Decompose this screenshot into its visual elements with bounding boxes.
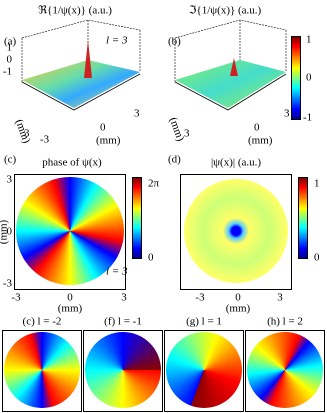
axes-box [174,19,287,82]
axis-label: (mm) [58,303,83,315]
colorbar [132,177,142,259]
axes-box [21,19,141,82]
frame [164,330,244,412]
tick-label: 0 [306,72,312,84]
phase-map [247,332,323,408]
tick-label: -3 [195,292,205,304]
order-label: l = 3 [106,266,128,278]
surface [175,60,286,108]
axis [21,73,141,111]
colorbar [298,177,308,259]
surface-peak [84,40,92,78]
order-label: l = 3 [106,35,128,47]
axis-label: (mm) [96,135,121,147]
phase-map [166,332,242,408]
tick-label: 1 [7,42,13,54]
tick-label: -3 [3,278,13,290]
frame [180,174,292,290]
panel-title: phase of ψ(x) [42,157,102,169]
frame [14,174,126,290]
axis-label: (mm) [0,219,10,244]
amplitude-map [184,179,288,283]
frame [83,330,163,412]
panel-label: (a) [4,36,17,48]
tick-label: 0 [235,292,241,304]
tick-label: -3 [11,292,21,304]
tick-label: 0 [67,292,73,304]
panel-label: (h) l = 2 [267,316,303,328]
surface-peak [230,58,238,76]
tick-label: 3 [277,292,283,304]
axis-label: (mm) [13,118,33,145]
tick-label: 3 [184,128,190,140]
tick-label: 0 [100,122,106,134]
panel-label: (b) [168,36,181,48]
tick-label: 1 [306,34,312,46]
tick-label: 3 [24,128,30,140]
tick-label: 3 [121,292,127,304]
tick-label: 1 [314,178,320,190]
panel-label: (c) [4,154,17,166]
panel-title: ℑ{1/ψ(x)} (a.u.) [189,5,262,17]
tick-label: 0 [254,122,260,134]
surface [22,60,140,108]
axis [174,73,287,111]
tick-label: -1 [3,66,12,78]
tick-label: -3 [40,134,50,146]
panel-label: (d) [168,154,181,166]
panel-title: ℜ{1/ψ(x)} (a.u.) [38,5,112,17]
frame [245,330,325,412]
tick-label: 0 [148,252,154,264]
tick-label: 3 [134,108,140,120]
tick-label: 0 [7,54,13,66]
tick-label: -1 [303,112,312,124]
axis-label: (mm) [248,135,273,147]
tick-label: 2π [148,178,160,190]
tick-label: 3 [284,108,290,120]
tick-label: 0 [7,226,13,238]
panel-label: (c) l = -2 [23,316,62,328]
colorbar [291,36,301,120]
panel-title: |ψ(x)| (a.u.) [211,157,261,169]
phase-map [16,177,124,285]
tick-label: 0 [314,252,320,264]
tick-label: 3 [7,174,13,186]
phase-map [4,332,80,408]
panel-label: (g) l = 1 [186,316,222,328]
panel-label: (f) l = -1 [104,316,142,328]
phase-map [85,332,161,408]
frame [2,330,82,412]
axis-label: (mm) [226,303,251,315]
